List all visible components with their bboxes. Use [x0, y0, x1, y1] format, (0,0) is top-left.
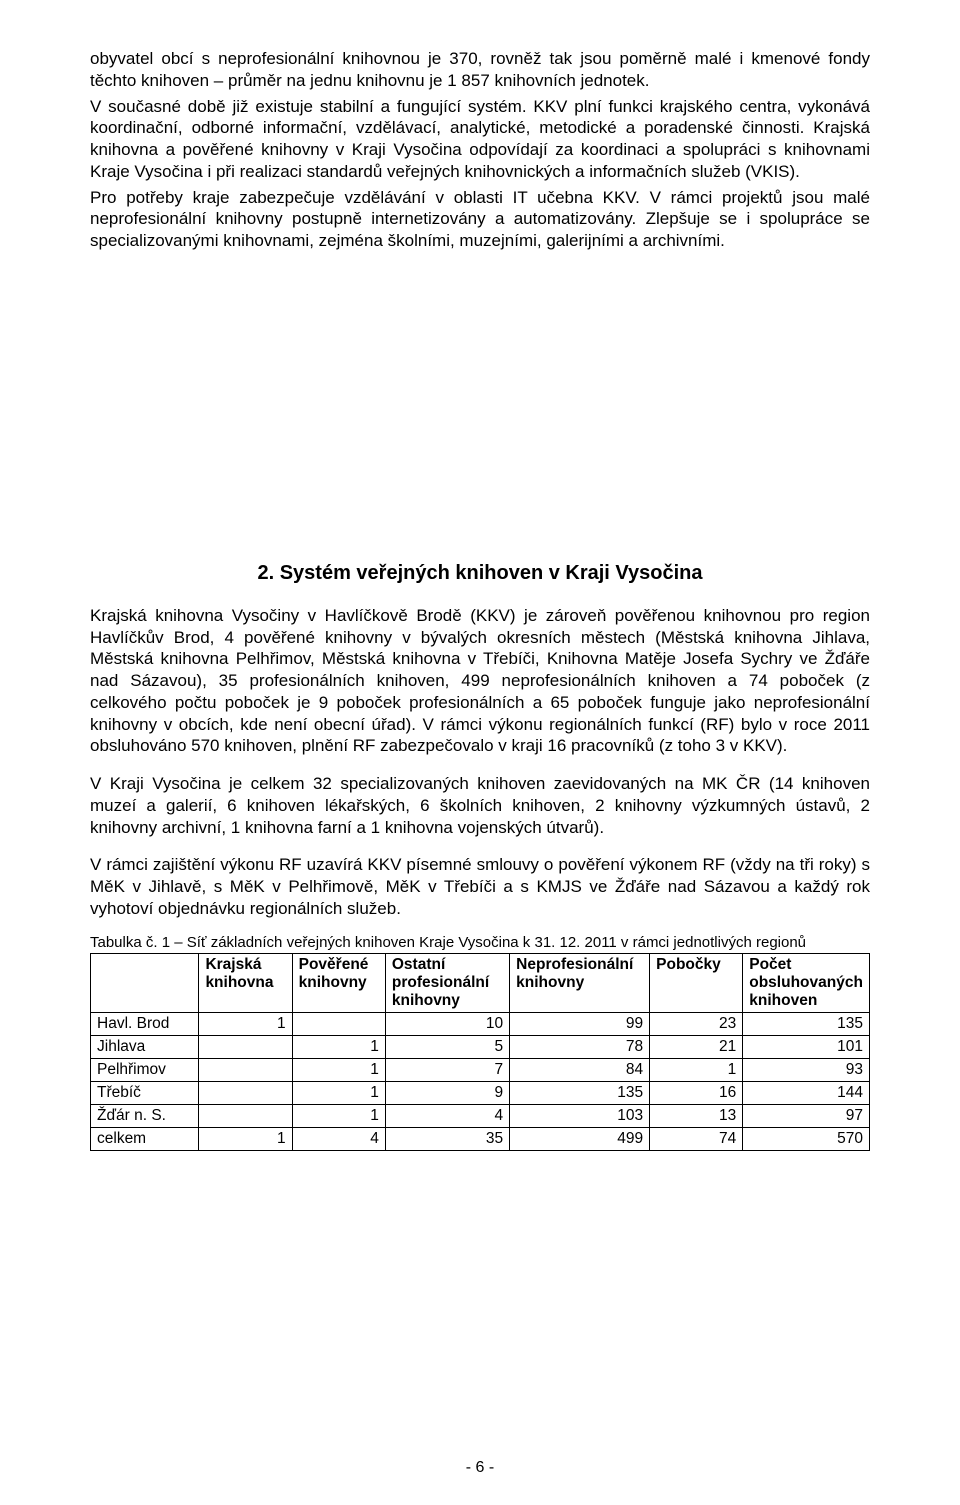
cell — [199, 1035, 292, 1058]
cell: 1 — [292, 1081, 385, 1104]
cell: 10 — [385, 1012, 509, 1035]
document-page: obyvatel obcí s neprofesionální knihovno… — [0, 0, 960, 1505]
section-paragraph-3: V rámci zajištění výkonu RF uzavírá KKV … — [90, 854, 870, 919]
th-pobocky: Pobočky — [650, 953, 743, 1012]
paragraph-3: Pro potřeby kraje zabezpečuje vzdělávání… — [90, 187, 870, 252]
table-header-row: Krajská knihovna Pověřené knihovny Ostat… — [91, 953, 870, 1012]
th-pocet: Počet obsluhovaných knihoven — [743, 953, 870, 1012]
cell-label: Pelhřimov — [91, 1058, 199, 1081]
page-number: - 6 - — [0, 1459, 960, 1477]
cell — [199, 1081, 292, 1104]
table-row: Žďár n. S. 1 4 103 13 97 — [91, 1104, 870, 1127]
th-neprof: Neprofesionální knihovny — [510, 953, 650, 1012]
library-network-table: Krajská knihovna Pověřené knihovny Ostat… — [90, 953, 870, 1151]
cell: 9 — [385, 1081, 509, 1104]
cell: 135 — [510, 1081, 650, 1104]
table-caption: Tabulka č. 1 – Síť základních veřejných … — [90, 934, 870, 951]
cell: 13 — [650, 1104, 743, 1127]
cell-label: Žďár n. S. — [91, 1104, 199, 1127]
cell: 1 — [199, 1012, 292, 1035]
cell: 1 — [199, 1127, 292, 1150]
cell: 4 — [385, 1104, 509, 1127]
paragraph-1: obyvatel obcí s neprofesionální knihovno… — [90, 48, 870, 92]
table-row: Třebíč 1 9 135 16 144 — [91, 1081, 870, 1104]
th-poverene: Pověřené knihovny — [292, 953, 385, 1012]
cell-label: celkem — [91, 1127, 199, 1150]
cell: 74 — [650, 1127, 743, 1150]
cell: 101 — [743, 1035, 870, 1058]
table-row: Havl. Brod 1 10 99 23 135 — [91, 1012, 870, 1035]
cell-label: Jihlava — [91, 1035, 199, 1058]
table-row: Pelhřimov 1 7 84 1 93 — [91, 1058, 870, 1081]
cell: 570 — [743, 1127, 870, 1150]
table-row: Jihlava 1 5 78 21 101 — [91, 1035, 870, 1058]
cell — [199, 1104, 292, 1127]
cell: 1 — [292, 1035, 385, 1058]
cell: 1 — [650, 1058, 743, 1081]
section-paragraph-2: V Kraji Vysočina je celkem 32 specializo… — [90, 773, 870, 838]
cell: 4 — [292, 1127, 385, 1150]
cell: 78 — [510, 1035, 650, 1058]
cell: 35 — [385, 1127, 509, 1150]
cell-label: Havl. Brod — [91, 1012, 199, 1035]
th-region — [91, 953, 199, 1012]
cell — [292, 1012, 385, 1035]
th-ostatni: Ostatní profesionální knihovny — [385, 953, 509, 1012]
cell: 103 — [510, 1104, 650, 1127]
cell: 5 — [385, 1035, 509, 1058]
table-row-total: celkem 1 4 35 499 74 570 — [91, 1127, 870, 1150]
th-krajska: Krajská knihovna — [199, 953, 292, 1012]
cell: 135 — [743, 1012, 870, 1035]
paragraph-2: V současné době již existuje stabilní a … — [90, 96, 870, 183]
cell: 144 — [743, 1081, 870, 1104]
cell: 1 — [292, 1058, 385, 1081]
cell — [199, 1058, 292, 1081]
section-paragraph-1: Krajská knihovna Vysočiny v Havlíčkově B… — [90, 605, 870, 757]
cell: 499 — [510, 1127, 650, 1150]
cell: 97 — [743, 1104, 870, 1127]
cell: 21 — [650, 1035, 743, 1058]
cell: 93 — [743, 1058, 870, 1081]
cell: 7 — [385, 1058, 509, 1081]
cell: 84 — [510, 1058, 650, 1081]
cell: 1 — [292, 1104, 385, 1127]
section-title: 2. Systém veřejných knihoven v Kraji Vys… — [90, 562, 870, 585]
cell-label: Třebíč — [91, 1081, 199, 1104]
cell: 99 — [510, 1012, 650, 1035]
cell: 16 — [650, 1081, 743, 1104]
cell: 23 — [650, 1012, 743, 1035]
